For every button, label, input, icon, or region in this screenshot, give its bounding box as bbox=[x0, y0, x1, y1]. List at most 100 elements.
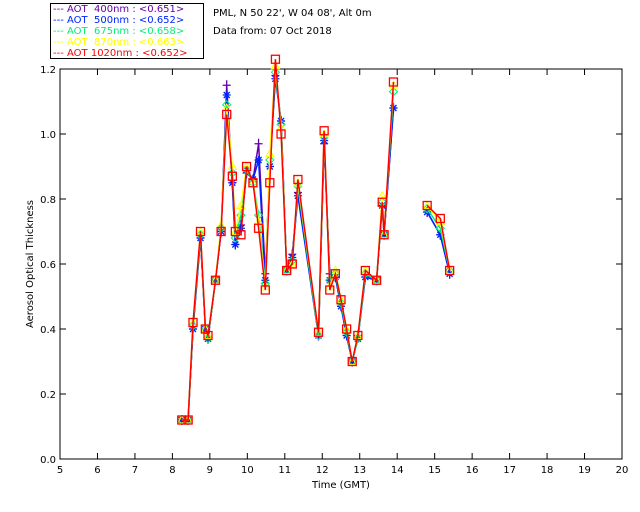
data-point bbox=[236, 210, 246, 220]
data-point bbox=[282, 265, 292, 276]
x-tick-label: 15 bbox=[428, 465, 441, 476]
legend-entry: --- AOT 500nm : <0.652> bbox=[53, 15, 185, 26]
data-point bbox=[293, 174, 303, 185]
data-point bbox=[188, 317, 198, 328]
data-point bbox=[360, 265, 371, 276]
data-point bbox=[423, 208, 432, 216]
data-point bbox=[435, 223, 445, 233]
data-point bbox=[281, 265, 292, 274]
y-tick-label: 0.0 bbox=[40, 455, 56, 466]
y-tick-label: 0.2 bbox=[40, 390, 56, 401]
location-label: PML, N 50 22', W 04 08', Alt 0m bbox=[213, 8, 372, 19]
data-point bbox=[216, 226, 226, 237]
data-point bbox=[336, 298, 346, 308]
series-line bbox=[181, 65, 451, 421]
y-axis-label: Aerosol Optical Thickness bbox=[25, 200, 36, 328]
data-point bbox=[341, 324, 352, 334]
data-point bbox=[379, 230, 389, 240]
data-point bbox=[231, 240, 240, 249]
y-tick-label: 1.0 bbox=[40, 130, 56, 141]
x-tick-label: 8 bbox=[169, 465, 175, 476]
x-tick-label: 9 bbox=[207, 465, 213, 476]
x-tick-label: 19 bbox=[578, 465, 591, 476]
data-point bbox=[227, 171, 237, 181]
series-line bbox=[181, 59, 451, 421]
data-point bbox=[445, 265, 455, 276]
x-tick-label: 13 bbox=[353, 465, 366, 476]
data-point bbox=[422, 200, 433, 209]
data-point bbox=[347, 356, 358, 365]
data-point bbox=[330, 269, 341, 279]
data-point bbox=[230, 226, 240, 237]
data-point bbox=[253, 223, 264, 233]
data-point bbox=[371, 275, 382, 284]
data-point bbox=[319, 126, 329, 136]
x-tick-label: 11 bbox=[278, 465, 291, 476]
y-tick-label: 0.6 bbox=[40, 260, 56, 271]
legend-entry: --- AOT 400nm : <0.651> bbox=[53, 4, 185, 15]
data-point bbox=[241, 161, 252, 172]
x-tick-label: 17 bbox=[503, 465, 516, 476]
legend-entry: --- AOT 870nm : <0.663> bbox=[53, 37, 185, 48]
data-point bbox=[336, 295, 346, 305]
series-line bbox=[181, 78, 451, 421]
y-tick-label: 1.2 bbox=[40, 65, 56, 76]
data-point bbox=[236, 230, 246, 240]
data-point bbox=[435, 216, 446, 226]
legend-entry: --- AOT 1020nm : <0.652> bbox=[53, 48, 188, 59]
x-axis-label: Time (GMT) bbox=[311, 480, 370, 491]
data-point bbox=[203, 330, 213, 339]
data-point bbox=[210, 275, 221, 285]
x-tick-label: 5 bbox=[57, 465, 63, 476]
x-tick-label: 6 bbox=[94, 465, 100, 476]
data-point bbox=[436, 230, 445, 239]
data-point bbox=[222, 80, 231, 91]
data-point bbox=[371, 275, 382, 285]
data-point bbox=[265, 178, 275, 188]
data-point bbox=[254, 156, 263, 164]
data-point bbox=[270, 54, 281, 64]
date-label: Data from: 07 Oct 2018 bbox=[213, 26, 332, 37]
series-line bbox=[181, 72, 451, 421]
data-point bbox=[183, 415, 193, 425]
data-point bbox=[248, 178, 258, 188]
data-point bbox=[222, 91, 231, 99]
data-point bbox=[260, 285, 270, 295]
data-point bbox=[230, 233, 241, 243]
data-point bbox=[388, 77, 399, 87]
data-point bbox=[377, 197, 387, 207]
data-point bbox=[347, 356, 357, 367]
x-tick-label: 12 bbox=[316, 465, 329, 476]
data-point bbox=[435, 213, 445, 224]
series-line bbox=[181, 75, 451, 421]
data-point bbox=[353, 330, 363, 341]
axes-frame bbox=[59, 68, 623, 460]
data-point bbox=[389, 104, 398, 112]
legend-entry: --- AOT 675nm : <0.658> bbox=[53, 26, 185, 37]
data-point bbox=[313, 330, 324, 341]
data-point bbox=[313, 327, 324, 337]
y-tick-label: 0.4 bbox=[40, 325, 56, 336]
data-point bbox=[341, 327, 352, 337]
data-point bbox=[313, 327, 324, 336]
data-point bbox=[200, 324, 211, 334]
x-tick-label: 7 bbox=[132, 465, 138, 476]
x-tick-label: 10 bbox=[241, 465, 254, 476]
data-point bbox=[379, 229, 389, 239]
data-point bbox=[325, 285, 335, 295]
data-point bbox=[444, 265, 455, 274]
legend: --- AOT 400nm : <0.651> --- AOT 500nm : <… bbox=[50, 3, 204, 59]
data-point bbox=[276, 129, 286, 139]
data-point bbox=[203, 330, 213, 341]
data-point bbox=[353, 334, 363, 344]
data-point bbox=[287, 259, 297, 269]
data-point bbox=[195, 226, 206, 237]
x-tick-label: 18 bbox=[541, 465, 554, 476]
x-tick-label: 20 bbox=[616, 465, 629, 476]
data-point bbox=[222, 109, 232, 120]
data-point bbox=[177, 415, 187, 425]
data-point bbox=[287, 258, 298, 268]
data-point bbox=[254, 138, 263, 149]
